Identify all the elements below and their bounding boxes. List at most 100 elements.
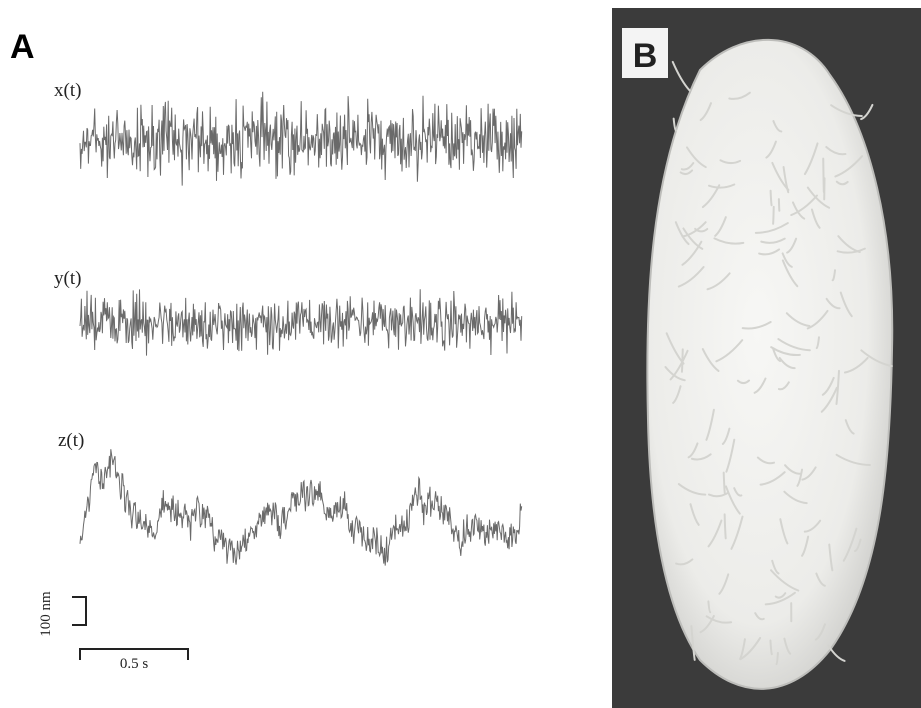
trace [79,289,523,356]
texture-stroke [834,155,864,178]
texture-stroke [669,349,689,381]
horizontal-scale-bar [79,648,189,660]
texture-stroke [830,104,863,117]
texture-stroke [705,615,733,624]
texture-stroke [836,247,866,254]
texture-stroke [672,385,682,404]
texture-stroke [860,103,874,121]
texture-stroke [853,538,862,553]
texture-stroke [699,102,713,122]
texture-stroke [754,222,789,234]
texture-stroke [730,515,744,550]
texture-stroke [803,519,822,533]
trace [79,449,523,566]
texture-stroke [682,227,704,250]
texture-stroke [675,558,694,566]
texture-stroke [707,183,736,189]
texture-stroke [772,120,783,133]
texture-stroke [741,320,772,330]
texture-stroke [664,366,686,382]
texture-stroke [774,592,787,599]
texture-stroke [707,519,723,548]
texture-stroke [772,205,775,225]
texture-stroke [705,408,715,441]
texture-stroke [739,638,746,660]
texture-stroke [715,339,744,363]
texture-stroke [801,535,810,557]
texture-stroke [844,419,855,435]
texture-stroke [783,490,808,505]
texture-stroke [765,140,777,159]
texture-stroke [821,376,835,396]
texture-stroke [706,272,731,291]
texture-stroke [713,237,745,245]
texture-stroke [725,438,736,473]
texture-stroke [756,456,775,465]
texture-stroke [707,491,730,498]
texture-stroke [739,636,762,661]
texture-stroke [843,356,869,374]
texture-stroke [860,349,893,368]
texture-stroke [777,338,811,352]
texture-stroke [753,377,767,394]
texture-stroke [777,198,781,212]
texture-stroke [785,312,811,328]
texture-stroke [772,347,782,362]
texture-stroke [783,637,792,655]
texture-stroke [803,142,819,176]
texture-stroke [810,208,821,229]
texture-stroke [837,235,861,254]
texture-stroke [685,146,707,169]
texture-stroke [681,240,703,266]
texture-stroke [806,309,829,330]
texture-stroke [733,487,743,497]
texture-stroke [721,427,731,445]
texture-stroke [690,453,712,461]
texture-stroke [680,162,695,171]
scale-label: 100 nm [38,591,54,637]
label-box [622,28,668,78]
scale-label: 0.5 s [120,656,149,672]
texture-stroke [724,485,741,515]
texture-stroke [825,145,847,156]
texture-stroke [835,453,871,467]
texture-stroke [828,543,834,572]
texture-stroke [690,625,696,661]
texture-stroke [681,221,707,238]
texture-stroke [671,60,691,92]
texture-stroke [796,468,804,487]
texture-stroke [779,518,789,545]
texture-stroke [831,269,837,282]
texture-stroke [699,614,715,634]
texture-stroke [815,572,826,587]
texture-stroke [778,356,796,370]
texture-stroke [718,573,730,595]
texture-stroke [784,464,802,475]
texture-stroke [719,159,742,165]
texture-stroke [770,569,800,592]
texture-stroke [814,623,826,641]
texture-stroke [771,161,790,191]
texture-stroke [728,91,751,100]
texture-stroke [782,165,790,194]
texture-stroke [754,612,765,621]
texture-stroke [736,379,751,385]
texture-stroke [801,466,817,481]
texture-stroke [722,471,726,495]
texture-stroke [771,559,780,575]
texture-stroke [677,483,707,496]
texture-stroke [701,348,720,372]
texture-stroke [781,259,799,288]
panel-label: A [10,28,35,66]
texture-stroke [714,216,727,237]
trace [79,91,523,186]
texture-stroke [707,600,712,614]
texture-stroke [815,336,820,350]
texture-stroke [689,503,700,526]
texture-stroke [701,184,721,209]
texture-stroke [759,471,786,486]
texture-stroke [674,221,690,246]
texture-stroke [806,186,831,209]
texture-stroke [781,252,793,268]
